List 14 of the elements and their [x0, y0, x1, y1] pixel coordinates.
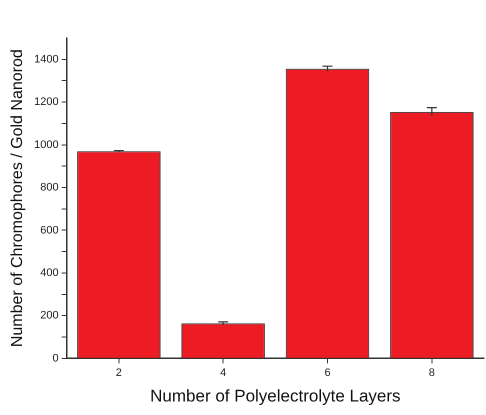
- y-tick-label: 800: [40, 182, 59, 194]
- x-tick-label: 6: [324, 367, 331, 380]
- y-axis-title: Number of Chromophores / Gold Nanorod: [9, 49, 26, 348]
- y-tick-label: 1400: [34, 53, 59, 66]
- x-axis-title: Number of Polyelectrolyte Layers: [150, 386, 401, 406]
- y-tick-label: 200: [40, 310, 59, 322]
- y-tick-label: 1000: [34, 138, 59, 151]
- y-tick-label: 1200: [34, 96, 59, 108]
- y-tick-label: 0: [52, 352, 59, 364]
- y-tick-label: 400: [40, 266, 59, 279]
- x-tick-label: 8: [428, 367, 435, 380]
- x-tick-label: 4: [220, 367, 226, 380]
- x-tick-label: 2: [116, 367, 122, 380]
- y-tick-label: 600: [40, 224, 59, 236]
